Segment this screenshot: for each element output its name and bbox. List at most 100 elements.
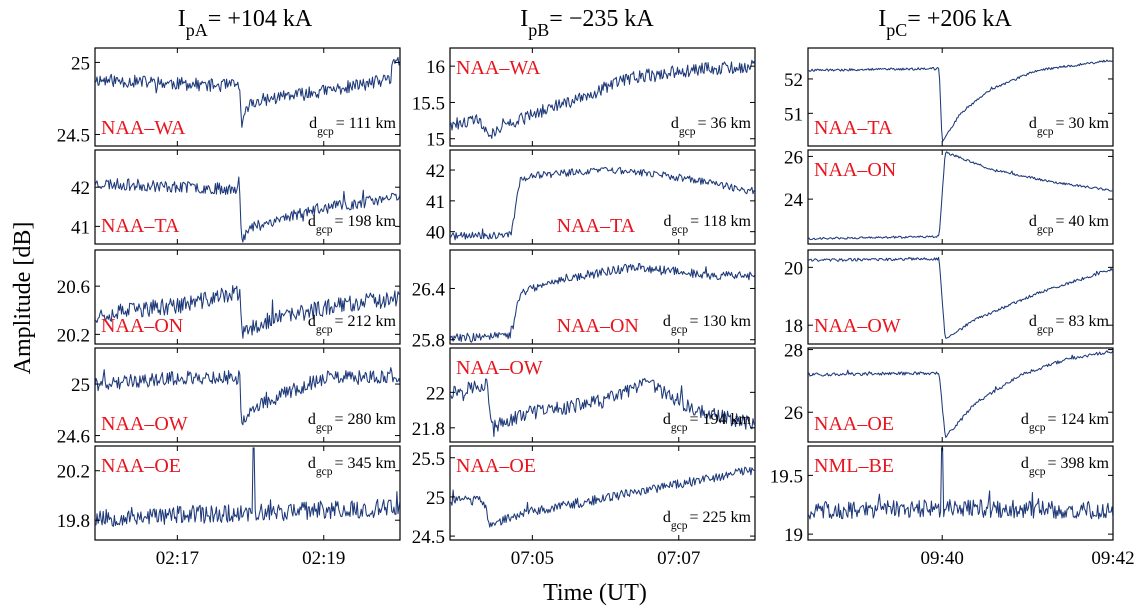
y-tick-label: 22 bbox=[426, 383, 445, 404]
series-line bbox=[450, 59, 755, 139]
distance-label: dgcp = 345 km bbox=[308, 455, 397, 478]
y-tick-label: 20.2 bbox=[57, 325, 90, 346]
y-tick-label: 15.5 bbox=[412, 93, 445, 114]
distance-label: dgcp = 40 km bbox=[1029, 213, 1110, 236]
y-tick-label: 25.5 bbox=[412, 449, 445, 470]
y-axis-label: Amplitude [dB] bbox=[10, 222, 36, 375]
station-label: NAA–ON bbox=[101, 315, 183, 337]
panel-1-4: 25 24.6 NAA–OW dgcp = 280 km bbox=[57, 347, 401, 448]
series-line bbox=[95, 367, 400, 426]
y-tick-label: 16 bbox=[426, 57, 445, 78]
station-label: NAA–TA bbox=[557, 215, 636, 237]
series-line bbox=[808, 447, 1113, 520]
panel-frame bbox=[807, 249, 1114, 345]
panel-3-3: 20 18 NAA–OW dgcp = 83 km bbox=[784, 249, 1114, 345]
y-tick-label: 19.8 bbox=[57, 511, 90, 532]
distance-label: dgcp = 111 km bbox=[309, 115, 396, 138]
station-label: NML–BE bbox=[814, 455, 894, 477]
distance-label: dgcp = 198 km bbox=[308, 213, 397, 236]
series-line bbox=[450, 377, 755, 438]
series-line bbox=[808, 350, 1113, 438]
distance-label: dgcp = 280 km bbox=[308, 411, 397, 434]
panel-1-3: 20.6 20.2 NAA–ON dgcp = 212 km bbox=[57, 249, 401, 346]
panel-3-4: 28 26 NAA–OE dgcp = 124 km bbox=[784, 341, 1114, 443]
y-tick-label: 24.6 bbox=[57, 427, 90, 448]
station-label: NAA–TA bbox=[814, 117, 893, 139]
y-tick-label: 19.5 bbox=[770, 466, 803, 487]
y-tick-label: 51 bbox=[784, 104, 803, 125]
panel-1-1: 25 24.5 NAA–WA dgcp = 111 km bbox=[57, 47, 401, 147]
panel-frame bbox=[807, 149, 1114, 245]
station-label: NAA–OE bbox=[101, 455, 181, 477]
station-label: NAA–OW bbox=[101, 413, 188, 435]
station-label: NAA–OW bbox=[456, 357, 543, 379]
y-tick-label: 26 bbox=[784, 147, 803, 168]
y-tick-label: 42 bbox=[426, 161, 445, 182]
series-line bbox=[95, 285, 400, 339]
y-tick-label: 24.5 bbox=[57, 125, 90, 146]
distance-label: dgcp = 398 km bbox=[1021, 455, 1110, 478]
distance-label: dgcp = 83 km bbox=[1029, 313, 1110, 336]
y-tick-label: 25 bbox=[71, 375, 90, 396]
panel-frame bbox=[807, 347, 1114, 443]
station-label: NAA–ON bbox=[557, 315, 639, 337]
series-line bbox=[450, 262, 755, 343]
column-title-c: IpC= +206 kA bbox=[878, 6, 1012, 40]
y-tick-label: 40 bbox=[426, 223, 445, 244]
y-tick-label: 21.8 bbox=[412, 419, 445, 440]
panel-frame bbox=[94, 47, 401, 147]
y-tick-label: 24 bbox=[784, 190, 804, 211]
station-label: NAA–OE bbox=[456, 455, 536, 477]
panels-group: 25 24.5 NAA–WA dgcp = 111 km 42 41 NAA–TA dgcp = … bbox=[57, 47, 1135, 569]
station-label: NAA–OE bbox=[814, 413, 894, 435]
panel-3-2: 26 24 NAA–ON dgcp = 40 km bbox=[784, 147, 1114, 245]
y-tick-label: 41 bbox=[426, 192, 445, 213]
panel-2-4: 22 21.8 NAA–OW dgcp = 194 km bbox=[412, 347, 756, 443]
x-tick-label: 07:05 bbox=[511, 548, 554, 569]
panel-2-2: 42 41 40 NAA–TA dgcp = 118 km bbox=[426, 149, 756, 245]
y-tick-label: 28 bbox=[784, 341, 803, 362]
distance-label: dgcp = 118 km bbox=[663, 213, 751, 236]
y-tick-label: 25.8 bbox=[412, 331, 445, 352]
y-tick-label: 26.4 bbox=[412, 279, 446, 300]
panel-1-5: 20.2 19.8 NAA–OE dgcp = 345 km bbox=[57, 445, 401, 541]
series-line bbox=[450, 466, 755, 528]
x-axis-label: Time (UT) bbox=[543, 580, 647, 606]
distance-label: dgcp = 225 km bbox=[663, 509, 752, 532]
distance-label: dgcp = 130 km bbox=[663, 313, 752, 336]
panel-frame bbox=[807, 445, 1114, 541]
distance-label: dgcp = 124 km bbox=[1021, 411, 1110, 434]
series-line bbox=[95, 176, 400, 243]
panel-2-5: 25.5 25 24.5 NAA–OE dgcp = 225 km bbox=[412, 445, 756, 548]
x-tick-label: 09:40 bbox=[921, 548, 964, 569]
series-line bbox=[808, 151, 1113, 241]
y-tick-label: 25 bbox=[71, 53, 90, 74]
panel-2-3: 26.4 25.8 NAA–ON dgcp = 130 km bbox=[412, 249, 756, 352]
panel-frame bbox=[94, 347, 401, 443]
station-label: NAA–ON bbox=[814, 159, 896, 181]
station-label: NAA–OW bbox=[814, 315, 901, 337]
panel-frame bbox=[94, 149, 401, 245]
column-title-a: IpA= +104 kA bbox=[178, 6, 313, 40]
x-tick-label: 02:17 bbox=[156, 548, 199, 569]
column-title-b: IpB= −235 kA bbox=[520, 6, 654, 40]
panel-frame bbox=[449, 249, 756, 345]
panel-2-1: 16 15.5 15 NAA–WA dgcp = 36 km bbox=[412, 47, 756, 151]
station-label: NAA–WA bbox=[101, 117, 186, 139]
station-label: NAA–WA bbox=[456, 57, 541, 79]
panel-frame bbox=[94, 445, 401, 541]
series-line bbox=[95, 56, 400, 128]
y-tick-label: 52 bbox=[784, 70, 803, 91]
y-tick-label: 20 bbox=[784, 258, 803, 279]
x-tick-label: 09:42 bbox=[1091, 548, 1134, 569]
series-line bbox=[95, 447, 400, 527]
y-tick-label: 41 bbox=[71, 217, 90, 238]
panel-frame bbox=[807, 47, 1114, 147]
y-tick-label: 24.5 bbox=[412, 527, 445, 548]
y-tick-label: 19 bbox=[784, 525, 803, 546]
y-tick-label: 15 bbox=[426, 130, 445, 151]
distance-label: dgcp = 212 km bbox=[308, 313, 397, 336]
panel-1-2: 42 41 NAA–TA dgcp = 198 km bbox=[71, 149, 401, 245]
panel-frame bbox=[449, 347, 756, 443]
series-line bbox=[808, 256, 1113, 339]
